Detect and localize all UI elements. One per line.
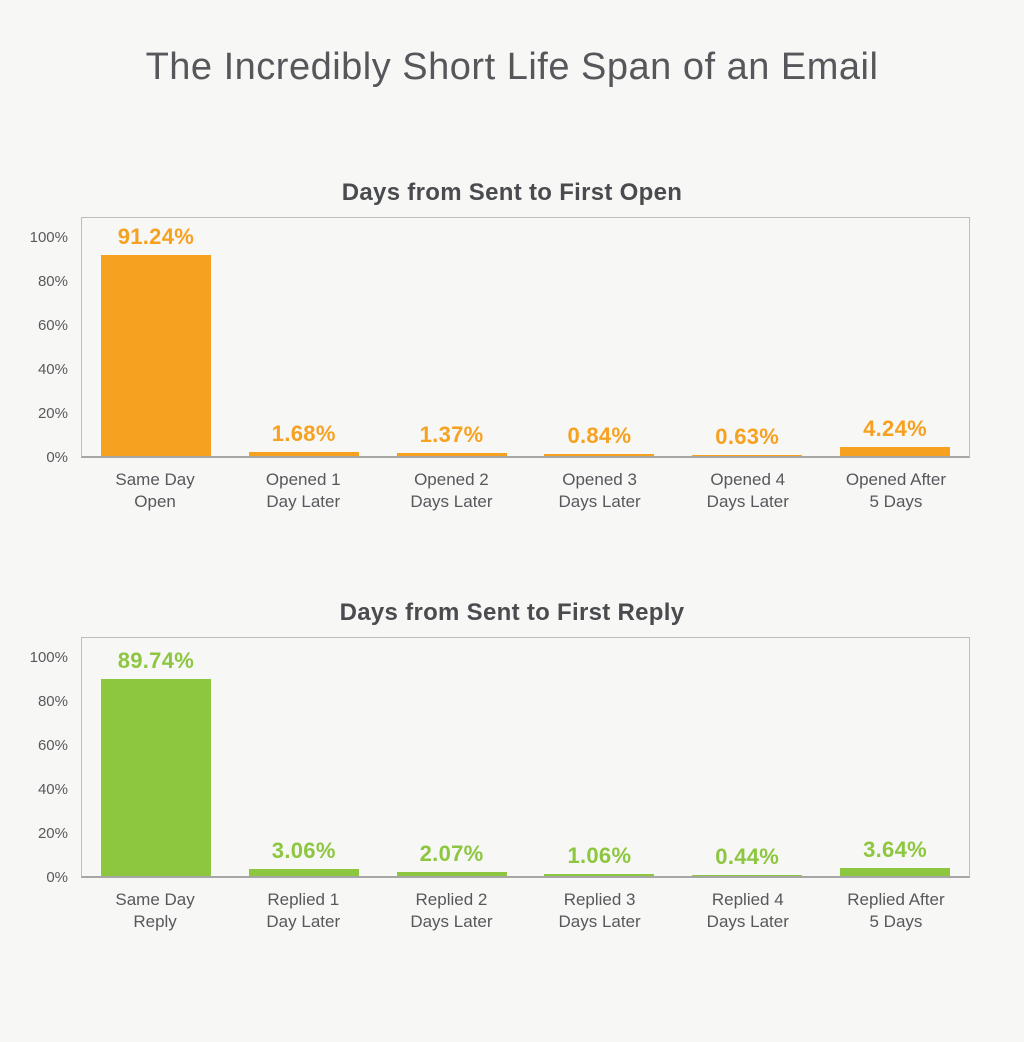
y-tick-label: 60% (37, 317, 68, 334)
reply-chart-title: Days from Sent to First Reply (339, 599, 685, 627)
bar-column: 2.07% (378, 841, 526, 877)
x-category-label: Opened After 5 Days (845, 470, 947, 512)
open-days-chart: Days from Sent to First Open 0% 20% 40% 60%… (0, 179, 1024, 513)
reply-chart-area: 0% 20% 40% 60% 80% 100% 89.74% 3.06% 2.07% 1.06%… (30, 637, 970, 886)
reply-chart-x-labels: Same Day Reply Replied 1 Day Later Replied… (81, 889, 970, 933)
bar-value-label: 1.37% (419, 422, 484, 447)
x-category-label: Opened 2 Days Later (410, 470, 493, 512)
bar (840, 446, 951, 456)
bar (692, 454, 803, 456)
x-category-label: Opened 3 Days Later (558, 470, 641, 512)
bar-column: 1.68% (230, 421, 378, 456)
y-tick-label: 60% (37, 737, 68, 755)
x-category-label: Opened 4 Days Later (706, 470, 789, 512)
bar-value-label: 91.24% (117, 224, 195, 250)
bar-column: 3.64% (821, 837, 969, 877)
y-tick-label: 80% (37, 273, 68, 290)
bar (840, 868, 951, 877)
x-category-label: Replied 3 Days Later (558, 890, 641, 932)
x-category-label: Replied After 5 Days (847, 890, 945, 932)
x-category-label: Same Day Open (115, 470, 195, 512)
y-tick-label: 40% (37, 361, 68, 378)
bar (100, 678, 211, 877)
open-chart-area: 0% 20% 40% 60% 80% 100% 91.24% 1.68% 1.37% 0.84%… (30, 217, 970, 466)
y-tick-label: 40% (37, 781, 68, 799)
bar (396, 871, 507, 877)
bar-column: 0.44% (673, 844, 821, 877)
open-chart-x-labels: Same Day Open Opened 1 Day Later Opened 2 … (81, 469, 970, 513)
bar (544, 454, 655, 456)
x-category-label: Opened 1 Day Later (265, 470, 341, 512)
bar-value-label: 2.07% (419, 840, 484, 866)
x-category-label: Replied 2 Days Later (410, 890, 493, 932)
reply-chart-bars: 89.74% 3.06% 2.07% 1.06% 0.44% 3.64% (82, 638, 969, 877)
bar-column: 91.24% (82, 224, 230, 456)
y-tick-label: 0% (46, 449, 68, 466)
open-chart-title: Days from Sent to First Open (341, 179, 683, 206)
bar-column: 0.63% (673, 424, 821, 456)
x-category-label: Replied 1 Day Later (266, 890, 341, 932)
reply-days-chart: Days from Sent to First Reply 0% 20% 40% 60… (0, 599, 1024, 933)
bar (544, 873, 655, 877)
reply-chart-plot: 89.74% 3.06% 2.07% 1.06% 0.44% 3.64% (81, 637, 970, 879)
bar (248, 452, 359, 456)
bar-column: 4.24% (821, 416, 969, 456)
y-tick-label: 0% (46, 869, 68, 887)
bar (248, 869, 359, 877)
bar-value-label: 1.06% (567, 842, 632, 868)
bar (692, 875, 803, 877)
y-tick-label: 100% (29, 229, 68, 246)
bar-column: 0.84% (525, 423, 673, 456)
bar-value-label: 1.68% (271, 421, 336, 447)
bar-value-label: 4.24% (863, 415, 927, 441)
bar-value-label: 0.63% (715, 423, 780, 449)
bar-column: 3.06% (230, 838, 378, 877)
bar-value-label: 89.74% (117, 647, 195, 673)
bar-value-label: 3.64% (863, 837, 927, 863)
bar-column: 1.06% (525, 842, 673, 877)
bar-column: 1.37% (378, 422, 526, 456)
y-tick-label: 20% (37, 405, 68, 422)
bar (100, 255, 211, 456)
open-chart-plot: 91.24% 1.68% 1.37% 0.84% 0.63% 4.24% (81, 217, 970, 458)
bar-column: 89.74% (82, 647, 230, 877)
y-tick-label: 20% (37, 825, 68, 843)
bar (396, 453, 507, 456)
x-category-label: Same Day Reply (115, 890, 195, 932)
bar-value-label: 0.44% (715, 844, 780, 870)
x-category-label: Replied 4 Days Later (706, 890, 789, 932)
y-tick-label: 100% (29, 649, 68, 667)
open-chart-bars: 91.24% 1.68% 1.37% 0.84% 0.63% 4.24% (82, 218, 969, 456)
bar-value-label: 0.84% (567, 423, 632, 449)
y-tick-label: 80% (37, 693, 68, 711)
bar-value-label: 3.06% (271, 838, 336, 864)
page-title: The Incredibly Short Life Span of an Ema… (145, 46, 879, 88)
